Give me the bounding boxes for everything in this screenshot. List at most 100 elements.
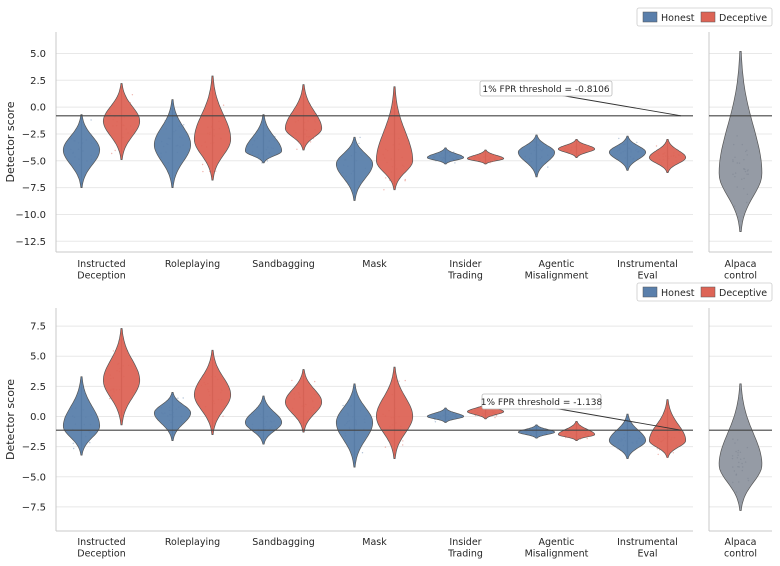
honest-sample-point [72, 152, 74, 154]
honest-sample-point [444, 154, 447, 157]
deceptive-sample-point [219, 373, 222, 376]
honest-sample-point [86, 160, 88, 162]
honest-sample-point [449, 155, 451, 157]
legend-deceptive-swatch [700, 286, 716, 298]
honest-sample-point [178, 125, 180, 127]
honest-sample-point [355, 192, 357, 194]
honest-sample-point [624, 143, 626, 145]
honest-sample-point [360, 152, 362, 155]
honest-sample-point [621, 439, 624, 441]
honest-sample-point [77, 142, 80, 144]
honest-sample-point [530, 161, 532, 163]
deceptive-sample-point [564, 150, 566, 152]
honest-sample-point [541, 431, 544, 433]
deceptive-sample-point [666, 160, 668, 163]
honest-sample-point [455, 415, 457, 418]
deceptive-sample-point [586, 145, 589, 147]
honest-sample-point [82, 150, 84, 152]
honest-sample-point [447, 413, 450, 416]
deceptive-sample-point [580, 437, 582, 439]
deceptive-sample-point [313, 136, 315, 138]
honest-sample-point [348, 428, 351, 430]
x-tick-label: Mask [362, 259, 387, 270]
deceptive-sample-point [310, 409, 312, 412]
honest-sample-point [350, 405, 352, 407]
honest-sample-point [451, 157, 454, 160]
deceptive-sample-point [657, 453, 659, 456]
deceptive-sample-point [204, 141, 206, 143]
deceptive-sample-point [495, 411, 497, 414]
deceptive-sample-point [388, 410, 390, 412]
honest-sample-point [344, 159, 346, 161]
deceptive-sample-point [474, 156, 476, 159]
honest-sample-point [348, 426, 350, 428]
deceptive-sample-point [672, 155, 675, 157]
honest-sample-point [170, 421, 173, 424]
threshold-annotation-box [479, 80, 613, 97]
deceptive-sample-point [309, 135, 311, 138]
deceptive-sample-point [211, 120, 214, 122]
honest-sample-point [455, 157, 457, 159]
deceptive-sample-point [397, 149, 400, 151]
y-tick-label: −2.5 [22, 442, 46, 453]
deceptive-violin [284, 369, 323, 433]
honest-sample-point [270, 147, 273, 149]
deceptive-sample-point [120, 122, 123, 124]
deceptive-sample-point [295, 113, 297, 116]
deceptive-sample-point [671, 437, 673, 439]
x-tick-label: Eval [637, 271, 657, 282]
deceptive-sample-point [587, 434, 589, 436]
deceptive-sample-point [113, 105, 115, 107]
deceptive-sample-point [222, 405, 225, 408]
deceptive-sample-point [578, 144, 581, 146]
honest-sample-point [179, 146, 181, 148]
honest-sample-point [353, 425, 355, 427]
deceptive-sample-point [303, 121, 306, 124]
honest-sample-point [251, 152, 253, 154]
honest-sample-point [534, 430, 537, 433]
x-tick-label: Mask [362, 537, 387, 548]
honest-sample-point [355, 422, 357, 424]
deceptive-sample-point [668, 164, 671, 166]
honest-sample-point [176, 151, 179, 154]
honest-sample-point [534, 141, 536, 143]
honest-sample-point [442, 156, 444, 159]
deceptive-sample-point [675, 156, 677, 158]
honest-sample-point [622, 151, 624, 153]
honest-sample-point [455, 413, 457, 415]
deceptive-sample-point [677, 154, 680, 156]
control-sample-point [743, 457, 745, 460]
deceptive-sample-point [658, 449, 661, 451]
x-tick-label: Instructed [77, 259, 125, 270]
threshold-annotation-arrow [559, 94, 682, 117]
x-tick-label: Deception [77, 271, 125, 282]
x-tick-label: Misalignment [525, 549, 589, 560]
control-sample-point [743, 159, 745, 161]
deceptive-sample-point [210, 376, 213, 378]
deceptive-sample-point [207, 132, 209, 135]
honest-sample-point [535, 433, 537, 435]
deceptive-sample-point [300, 421, 302, 424]
honest-sample-point [636, 442, 638, 445]
control-sample-point [747, 173, 749, 175]
deceptive-sample-point [575, 151, 577, 153]
deceptive-sample-point [494, 158, 496, 160]
honest-sample-point [353, 158, 356, 161]
deceptive-sample-point [662, 436, 664, 438]
deceptive-sample-point [391, 440, 393, 442]
honest-sample-point [545, 146, 548, 148]
deceptive-sample-point [400, 425, 402, 428]
deceptive-sample-point [293, 137, 296, 140]
deceptive-sample-point [489, 156, 492, 158]
control-sample-point [738, 466, 740, 468]
control-x-tick-label: control [724, 271, 757, 282]
deceptive-sample-point [310, 111, 313, 113]
deceptive-sample-point [129, 102, 131, 104]
honest-sample-point [624, 157, 626, 159]
honest-sample-point [444, 157, 447, 159]
honest-sample-point [162, 145, 165, 148]
deceptive-sample-point [307, 120, 309, 122]
honest-sample-point [258, 431, 260, 433]
honest-sample-point [268, 140, 270, 142]
honest-sample-point [530, 152, 532, 155]
